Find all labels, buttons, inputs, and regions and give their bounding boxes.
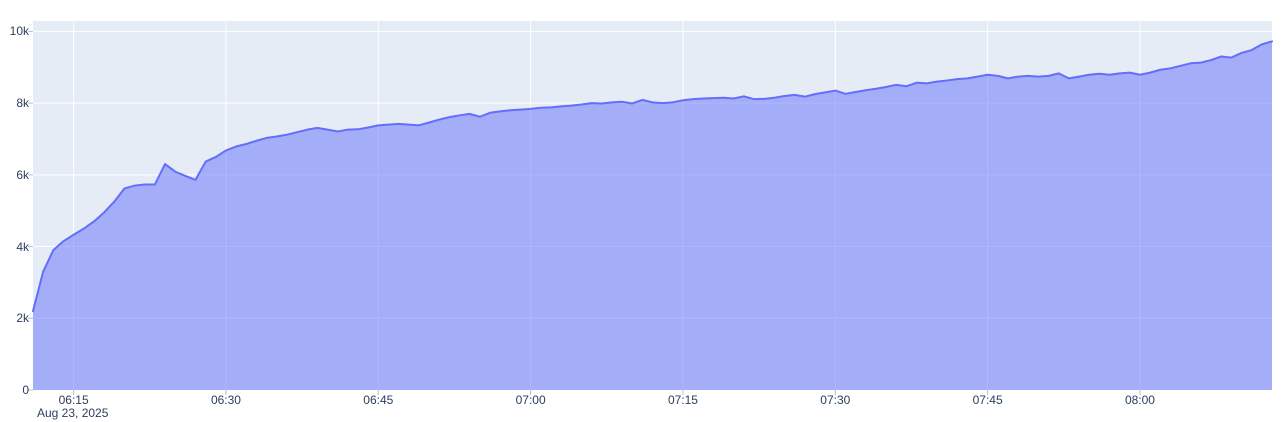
series-area-fill xyxy=(33,41,1272,390)
x-tick-label: 07:15 xyxy=(667,393,698,407)
y-tick-label: 0 xyxy=(22,383,29,397)
y-tick-label: 4k xyxy=(16,239,29,254)
x-tick-label: 06:15 xyxy=(58,393,89,407)
x-axis-date-label: Aug 23, 2025 xyxy=(37,406,109,420)
series-line xyxy=(32,40,1273,313)
y-tick-label: 10k xyxy=(9,24,29,39)
y-tick-label: 8k xyxy=(16,96,29,111)
x-tick-label: 06:30 xyxy=(210,393,241,407)
y-tick-label: 6k xyxy=(16,167,29,182)
x-tick-label: 07:45 xyxy=(972,393,1003,407)
x-tick-label: 07:00 xyxy=(515,393,546,407)
x-tick-label: 07:30 xyxy=(820,393,851,407)
y-tick-label: 2k xyxy=(16,311,29,326)
x-tick-label: 08:00 xyxy=(1124,393,1155,407)
x-tick-label: 06:45 xyxy=(363,393,394,407)
